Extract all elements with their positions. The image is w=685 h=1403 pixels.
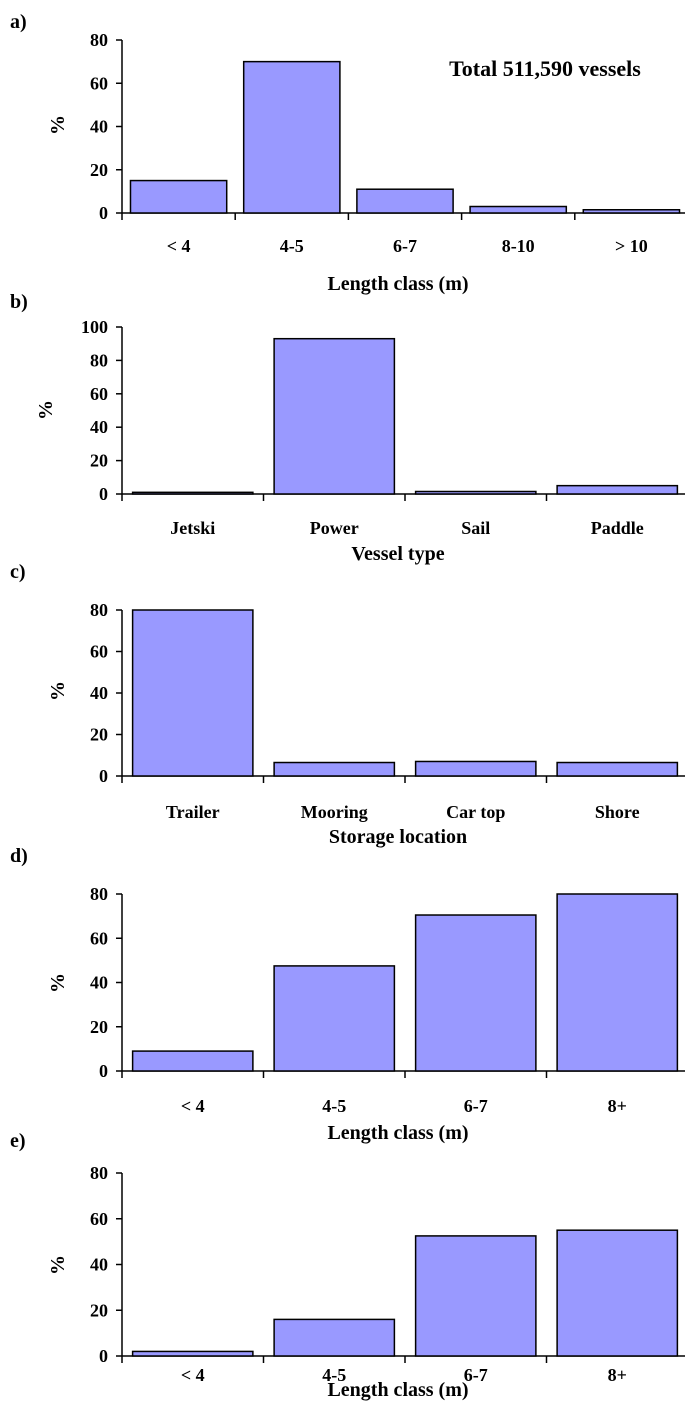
bar: [131, 609, 254, 777]
y-tick-label: 0: [99, 1061, 108, 1081]
chart-panel-e: e) 0 20 40 60 80 < 4 4-5 6-7 8+ Length class (m)%: [10, 1130, 685, 1401]
bar: [356, 188, 454, 214]
x-tick-label: Jetski: [170, 518, 215, 538]
bar: [556, 893, 679, 1072]
bar: [273, 761, 396, 777]
y-tick-label: 60: [90, 73, 108, 93]
x-tick-label: Shore: [595, 802, 640, 822]
y-tick-label: 40: [90, 973, 108, 993]
chart-panel-b: b) 0 20 40 60 80 100 Jetski Power Sail Paddle Vesse…: [10, 291, 685, 565]
x-axis-title: Storage location: [329, 826, 467, 848]
y-tick-label: 40: [90, 1255, 108, 1275]
x-tick-label: < 4: [167, 236, 191, 256]
y-tick-label: 40: [90, 683, 108, 703]
y-axis-title: %: [47, 681, 69, 701]
y-axis-title: %: [35, 400, 57, 420]
y-tick-label: 20: [90, 1017, 108, 1037]
y-tick-label: 60: [90, 928, 108, 948]
x-tick-label: < 4: [181, 1365, 205, 1385]
panel-label: d): [10, 845, 28, 867]
panel-label: b): [10, 291, 28, 313]
chart-panel-c: c) 0 20 40 60 80 Trailer Mooring Car top Shore Sto…: [10, 561, 685, 848]
bar: [129, 179, 228, 214]
panel-label: c): [10, 561, 26, 583]
y-tick-label: 80: [90, 350, 108, 370]
bar: [131, 1350, 254, 1357]
x-tick-label: 6-7: [464, 1096, 488, 1116]
bar: [414, 760, 537, 777]
x-tick-label: < 4: [181, 1096, 205, 1116]
bar: [273, 337, 396, 495]
y-tick-label: 0: [99, 203, 108, 223]
x-axis-title: Length class (m): [327, 1379, 468, 1401]
x-axis-title: Length class (m): [327, 273, 468, 295]
panel-label: e): [10, 1130, 26, 1152]
x-tick-label: Sail: [461, 518, 490, 538]
y-tick-label: 80: [90, 1163, 108, 1183]
x-tick-label: Paddle: [591, 518, 644, 538]
bar: [131, 491, 254, 495]
bar: [273, 1318, 396, 1357]
x-tick-label: > 10: [615, 236, 648, 256]
bar: [414, 914, 537, 1072]
panel-label: a): [10, 11, 27, 33]
y-tick-label: 20: [90, 451, 108, 471]
x-axis-title: Length class (m): [327, 1122, 468, 1144]
chart-panel-d: d) 0 20 40 60 80 < 4 4-5 6-7 8+ Length class (m)%: [10, 845, 685, 1144]
x-tick-label: 4-5: [322, 1365, 346, 1385]
y-axis-title: %: [47, 115, 69, 135]
bar: [556, 761, 679, 777]
y-tick-label: 80: [90, 884, 108, 904]
x-tick-label: Trailer: [166, 802, 220, 822]
y-axis-title: %: [47, 1255, 69, 1275]
y-tick-label: 60: [90, 1209, 108, 1229]
x-tick-label: 4-5: [280, 236, 304, 256]
x-tick-label: 8+: [608, 1365, 627, 1385]
y-tick-label: 40: [90, 417, 108, 437]
x-tick-label: Car top: [446, 802, 505, 822]
y-tick-label: 0: [99, 766, 108, 786]
y-tick-label: 20: [90, 1300, 108, 1320]
chart-panel-a: a) 0 20 40 60 80 < 4 4-5 6-7 8-10 > 10 Length class…: [10, 11, 685, 295]
bar: [131, 1050, 254, 1072]
x-tick-label: 6-7: [464, 1365, 488, 1385]
y-tick-label: 60: [90, 384, 108, 404]
bar: [582, 209, 681, 214]
y-tick-label: 0: [99, 1346, 108, 1366]
bar: [556, 1229, 679, 1357]
y-tick-label: 40: [90, 117, 108, 137]
x-tick-label: 8+: [608, 1096, 627, 1116]
y-tick-label: 0: [99, 484, 108, 504]
y-tick-label: 60: [90, 642, 108, 662]
y-tick-label: 80: [90, 600, 108, 620]
bar: [242, 60, 341, 214]
bar: [556, 484, 679, 495]
bar: [414, 1235, 537, 1357]
bar: [414, 490, 537, 495]
y-axis-title: %: [47, 973, 69, 993]
x-tick-label: Power: [310, 518, 359, 538]
x-axis-title: Vessel type: [351, 543, 444, 565]
x-tick-label: 8-10: [502, 236, 535, 256]
x-tick-label: Mooring: [301, 802, 368, 822]
x-tick-label: 4-5: [322, 1096, 346, 1116]
y-tick-label: 100: [81, 317, 108, 337]
bar: [469, 205, 568, 214]
y-tick-label: 80: [90, 30, 108, 50]
y-tick-label: 20: [90, 160, 108, 180]
bar: [273, 965, 396, 1072]
x-tick-label: 6-7: [393, 236, 417, 256]
chart-annotation: Total 511,590 vessels: [449, 56, 641, 81]
y-tick-label: 20: [90, 725, 108, 745]
